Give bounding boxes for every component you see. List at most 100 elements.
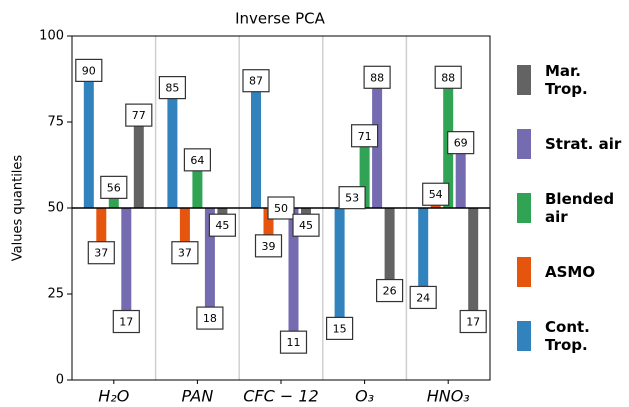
value-label-box	[292, 213, 320, 237]
value-label-box	[434, 65, 462, 89]
chart-title: Inverse PCA	[235, 10, 326, 28]
legend-swatch	[517, 321, 531, 351]
legend-swatch	[517, 65, 531, 95]
value-label: 45	[208, 213, 236, 237]
value-label: 26	[376, 278, 404, 303]
value-label: 50	[267, 196, 295, 220]
value-label-box	[267, 196, 295, 220]
bar	[263, 208, 274, 246]
legend-label: Strat. air	[545, 135, 622, 153]
value-label: 53	[338, 186, 366, 210]
value-label-text: 88	[441, 71, 455, 84]
bar	[121, 208, 132, 322]
value-label-box	[409, 285, 437, 310]
value-label-text: 15	[333, 322, 347, 335]
x-tick-label: H₂O	[98, 387, 129, 406]
value-label: 11	[279, 330, 308, 354]
value-label: 90	[75, 58, 103, 83]
value-label-text: 54	[429, 188, 443, 201]
bar	[133, 115, 144, 208]
y-tick-label: 25	[47, 287, 64, 302]
bar	[167, 87, 178, 208]
value-label-text: 11	[287, 336, 301, 349]
legend-swatch	[517, 193, 531, 223]
x-tick-label: HNO₃	[427, 387, 470, 406]
value-label-box	[351, 124, 379, 148]
value-label-box	[171, 241, 199, 265]
value-label: 37	[87, 241, 115, 265]
value-label-box	[75, 58, 103, 83]
value-label-box	[279, 330, 308, 354]
value-label-text: 87	[249, 75, 263, 88]
x-tick-label: PAN	[182, 387, 214, 406]
value-label-text: 71	[358, 130, 372, 143]
value-label: 39	[254, 234, 283, 258]
bar	[83, 70, 94, 209]
value-label-box	[447, 131, 475, 155]
bar	[455, 142, 466, 208]
y-tick-label: 75	[47, 115, 64, 130]
y-tick-label: 50	[47, 201, 64, 216]
value-label: 88	[434, 65, 462, 89]
y-axis-label: Values quantiles	[11, 155, 26, 262]
value-label-box	[112, 309, 140, 334]
bar	[251, 80, 261, 208]
legend-label: Blended air	[545, 190, 615, 226]
value-label-text: 88	[370, 71, 384, 84]
x-tick-label: O₃	[355, 387, 374, 406]
value-label-text: 17	[466, 316, 480, 329]
value-label-box	[242, 69, 270, 93]
bar	[384, 208, 395, 291]
bar	[418, 208, 429, 298]
value-label-text: 53	[345, 192, 359, 205]
bar	[96, 208, 107, 253]
value-label-text: 56	[107, 181, 121, 194]
value-label-text: 37	[178, 247, 192, 260]
value-label-text: 39	[262, 240, 276, 253]
value-label: 15	[326, 316, 354, 340]
value-label: 71	[351, 124, 379, 148]
value-label-box	[363, 65, 391, 89]
value-label: 24	[409, 285, 437, 310]
bar	[359, 135, 370, 208]
value-label-text: 26	[383, 285, 397, 298]
bar	[179, 208, 190, 253]
bar	[204, 208, 215, 319]
value-label: 45	[292, 213, 320, 237]
value-label-box	[422, 182, 450, 206]
value-label: 64	[183, 148, 211, 172]
legend-label: Cont. Trop.	[545, 318, 590, 354]
value-label-box	[208, 213, 236, 237]
value-label-text: 64	[190, 154, 204, 167]
legend-swatch	[517, 257, 531, 287]
value-label-box	[338, 186, 366, 210]
value-label-text: 17	[119, 316, 133, 329]
value-label: 37	[171, 241, 199, 265]
legend-label: Mar. Trop.	[545, 62, 588, 98]
value-label-box	[459, 309, 487, 334]
value-label-text: 50	[274, 202, 288, 215]
value-label-box	[376, 278, 404, 303]
value-label-text: 24	[416, 291, 430, 304]
value-label-text: 69	[454, 137, 468, 150]
value-label: 77	[125, 103, 153, 127]
value-label-text: 45	[299, 219, 313, 232]
value-label: 17	[112, 309, 140, 334]
value-label-box	[87, 241, 115, 265]
legend-label: ASMO	[545, 263, 596, 281]
value-label: 87	[242, 69, 270, 93]
value-label: 88	[363, 65, 391, 89]
value-label-text: 37	[94, 247, 108, 260]
bar	[468, 208, 479, 322]
value-label-text: 90	[82, 64, 96, 77]
y-tick-label: 0	[56, 373, 64, 388]
value-label: 18	[196, 306, 224, 330]
value-label: 56	[100, 175, 128, 199]
value-label-box	[196, 306, 224, 330]
value-label-text: 85	[165, 82, 179, 95]
value-label: 69	[447, 131, 475, 155]
value-label-box	[326, 316, 354, 340]
value-label-text: 18	[203, 312, 217, 325]
x-tick-label: CFC − 12	[243, 387, 318, 406]
